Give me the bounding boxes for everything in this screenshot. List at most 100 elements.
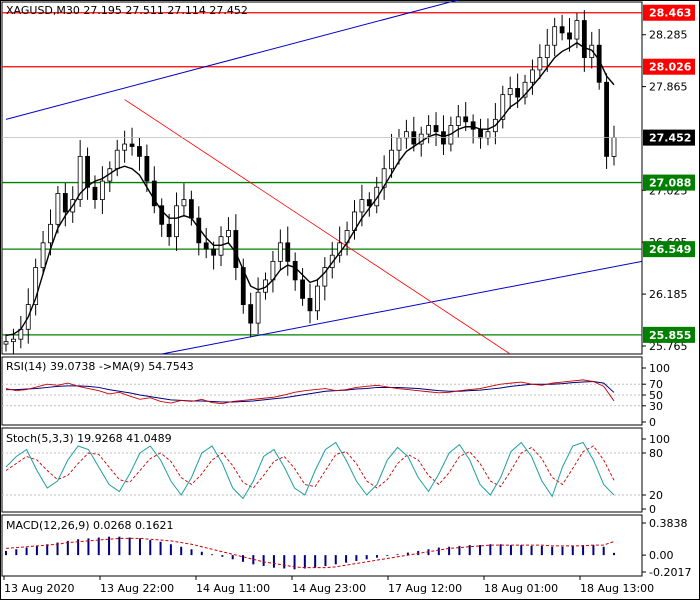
bull-candle xyxy=(485,131,491,139)
bull-candle xyxy=(418,133,424,145)
bull-candle xyxy=(455,116,461,126)
bear-candle xyxy=(292,260,298,281)
price-label-box xyxy=(643,174,695,191)
bull-candle xyxy=(537,57,543,71)
bull-candle xyxy=(226,230,231,238)
bear-candle xyxy=(581,20,587,58)
y-tick-label: 26.185 xyxy=(649,288,688,301)
bear-candle xyxy=(307,298,313,312)
bull-candle xyxy=(181,199,187,207)
bull-candle xyxy=(40,242,46,268)
bull-candle xyxy=(426,125,432,135)
bear-candle xyxy=(248,304,254,324)
rsi-tick-label: 100 xyxy=(649,362,670,375)
bear-candle xyxy=(62,193,68,213)
x-tick-label: 14 Aug 23:00 xyxy=(292,582,366,595)
rsi-tick-label: 30 xyxy=(649,400,663,413)
macd-tick-label: -0.2017 xyxy=(649,566,691,579)
sto-pane-frame xyxy=(1,427,643,513)
macd-title: MACD(12,26,9) 0.0268 0.1621 xyxy=(6,519,174,532)
symbol-header: XAGUSD,M30 27.195 27.511 27.114 27.452 xyxy=(6,4,248,17)
bull-candle xyxy=(552,26,558,46)
bear-candle xyxy=(433,125,439,133)
price-label-box xyxy=(643,326,695,343)
bull-candle xyxy=(544,44,550,58)
bull-candle xyxy=(389,149,394,170)
macd-pane-frame xyxy=(1,514,643,577)
bear-candle xyxy=(478,128,483,139)
bear-candle xyxy=(203,242,209,250)
bear-candle xyxy=(515,88,521,98)
bull-candle xyxy=(33,267,39,305)
bull-candle xyxy=(11,338,16,343)
bull-candle xyxy=(315,285,320,312)
price-label-box xyxy=(643,58,695,75)
bear-candle xyxy=(144,155,150,182)
stoch-signal-line xyxy=(5,445,615,489)
x-tick-label: 13 Aug 2020 xyxy=(4,582,74,595)
bear-candle xyxy=(463,116,469,123)
bear-candle xyxy=(604,81,609,157)
price-label: 28.026 xyxy=(649,61,692,74)
bull-candle xyxy=(403,131,409,139)
price-label: 27.452 xyxy=(649,132,691,145)
stoch-tick-label: 20 xyxy=(649,489,663,502)
descending-trendline xyxy=(124,99,511,355)
bull-candle xyxy=(574,20,580,40)
bear-candle xyxy=(159,205,165,225)
bear-candle xyxy=(300,279,305,299)
bear-candle xyxy=(366,199,372,207)
stoch-tick-label: 80 xyxy=(649,447,663,460)
rsi-title: RSI(14) 39.0738 ->MA(9) 54.7543 xyxy=(6,360,194,373)
macd-signal-line xyxy=(5,537,615,569)
bear-candle xyxy=(188,199,194,219)
bear-candle xyxy=(166,223,172,238)
bear-candle xyxy=(470,121,476,130)
bull-candle xyxy=(114,149,120,170)
price-label-box xyxy=(643,4,695,21)
stoch-main-line xyxy=(5,441,615,500)
price-label: 28.463 xyxy=(649,7,691,20)
bear-candle xyxy=(211,248,217,256)
bear-candle xyxy=(137,146,142,157)
lower-channel-line xyxy=(161,260,643,355)
bull-candle xyxy=(500,94,506,120)
bull-candle xyxy=(174,205,179,238)
rsi-pane-frame xyxy=(1,356,643,426)
bear-candle xyxy=(240,267,246,305)
price-label-box xyxy=(643,241,695,258)
stoch-title: Stoch(5,3,3) 19.9268 41.0489 xyxy=(6,432,172,445)
y-tick-label: 27.865 xyxy=(649,81,688,94)
upper-channel-line xyxy=(5,0,460,120)
y-tick-label: 25.765 xyxy=(649,340,688,353)
bear-candle xyxy=(129,143,135,147)
rsi-ma-line xyxy=(6,380,615,403)
bear-candle xyxy=(233,230,239,268)
bull-candle xyxy=(507,88,513,96)
bull-candle xyxy=(589,44,595,58)
stoch-tick-label: 0 xyxy=(649,503,656,516)
bear-candle xyxy=(151,180,157,207)
bull-candle xyxy=(329,254,335,268)
x-tick-label: 18 Aug 01:00 xyxy=(484,582,558,595)
rsi-tick-label: 70 xyxy=(649,378,663,391)
x-tick-label: 17 Aug 12:00 xyxy=(388,582,462,595)
macd-tick-label: 0.3838 xyxy=(649,517,688,530)
x-tick-label: 14 Aug 11:00 xyxy=(196,582,270,595)
moving-average-line xyxy=(5,41,615,337)
main-pane-frame xyxy=(1,1,643,355)
bull-candle xyxy=(55,193,61,225)
bull-candle xyxy=(611,137,617,157)
bull-candle xyxy=(122,143,128,151)
bull-candle xyxy=(322,267,328,287)
bull-candle xyxy=(522,81,528,98)
bear-candle xyxy=(559,26,565,34)
y-tick-label: 28.285 xyxy=(649,29,688,42)
bull-candle xyxy=(255,291,261,324)
bull-candle xyxy=(374,186,380,207)
bear-candle xyxy=(85,155,90,188)
bull-candle xyxy=(77,155,83,201)
bull-candle xyxy=(530,69,535,83)
